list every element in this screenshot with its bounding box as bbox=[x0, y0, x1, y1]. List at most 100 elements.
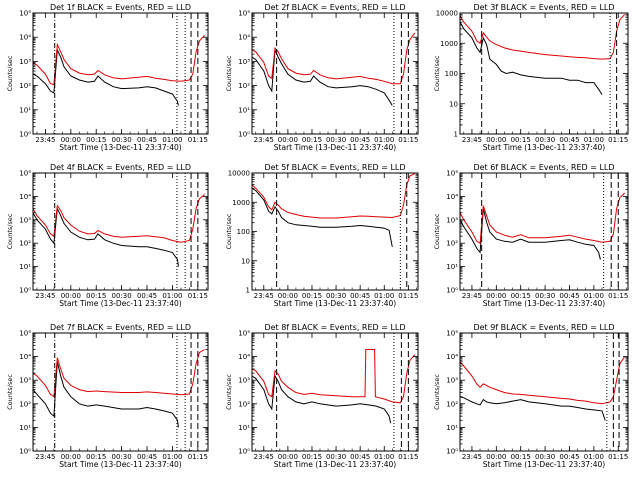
y-tick-label: 10³ bbox=[19, 216, 31, 224]
x-axis-label: Start Time (13-Dec-11 23:37:40) bbox=[274, 299, 396, 308]
y-tick-label: 10² bbox=[238, 82, 250, 90]
y-tick-label: 10¹ bbox=[19, 106, 31, 114]
y-tick-label: 10¹ bbox=[238, 106, 250, 114]
x-tick-label: 00:00 bbox=[278, 292, 298, 300]
y-axis-label: Counts/sec bbox=[433, 213, 441, 249]
x-axis-label: Start Time (13-Dec-11 23:37:40) bbox=[483, 460, 605, 469]
y-tick-label: 10² bbox=[446, 400, 458, 408]
x-tick-label: 01:00 bbox=[374, 453, 394, 461]
x-tick-label: 23:45 bbox=[35, 136, 55, 144]
y-axis-label: Counts/sec bbox=[6, 374, 14, 410]
x-axis-label: Start Time (13-Dec-11 23:37:40) bbox=[274, 143, 396, 152]
chart-title: Det 7f BLACK = Events, RED = LLD bbox=[50, 323, 191, 332]
plot-frame bbox=[459, 332, 629, 452]
x-axis-label: Start Time (13-Dec-11 23:37:40) bbox=[274, 460, 396, 469]
x-tick-label: 01:00 bbox=[584, 136, 604, 144]
chart-panel: 10⁰ 10¹ 10² 10³ 10⁴ 10⁵ 23:45 00:00 00:15 00:30 00… bbox=[433, 323, 629, 469]
y-tick-label: 10⁰ bbox=[238, 131, 250, 139]
plot-frame bbox=[251, 332, 419, 452]
x-tick-label: 00:45 bbox=[137, 453, 157, 461]
x-tick-label: 00:30 bbox=[326, 136, 346, 144]
x-axis-label: Start Time (13-Dec-11 23:37:40) bbox=[483, 299, 605, 308]
y-tick-label: 10⁵ bbox=[19, 330, 31, 338]
y-tick-label: 10⁵ bbox=[446, 170, 458, 178]
x-tick-label: 01:00 bbox=[584, 292, 604, 300]
x-tick-label: 00:45 bbox=[559, 136, 579, 144]
x-tick-label: 00:30 bbox=[535, 136, 555, 144]
x-tick-label: 00:45 bbox=[559, 292, 579, 300]
x-tick-label: 00:45 bbox=[350, 453, 370, 461]
x-tick-label: 00:00 bbox=[278, 136, 298, 144]
lld-series-line bbox=[460, 14, 626, 60]
y-axis-label: Counts/sec bbox=[225, 55, 233, 91]
x-tick-label: 00:00 bbox=[486, 453, 506, 461]
y-tick-label: 10⁰ bbox=[446, 448, 458, 456]
x-tick-label: 00:45 bbox=[559, 453, 579, 461]
y-tick-label: 10³ bbox=[19, 58, 31, 66]
x-tick-label: 00:15 bbox=[511, 136, 531, 144]
y-tick-label: 100 bbox=[445, 70, 458, 78]
events-series-line bbox=[460, 21, 603, 95]
x-tick-label: 00:45 bbox=[350, 292, 370, 300]
y-tick-label: 10² bbox=[238, 400, 250, 408]
events-series-line bbox=[252, 374, 392, 424]
x-tick-label: 23:45 bbox=[254, 292, 274, 300]
y-tick-label: 10⁵ bbox=[238, 10, 250, 18]
x-axis-label: Start Time (13-Dec-11 23:37:40) bbox=[59, 460, 181, 469]
x-tick-label: 01:15 bbox=[188, 292, 208, 300]
chart-title: Det 5f BLACK = Events, RED = LLD bbox=[264, 163, 405, 172]
y-tick-label: 10¹ bbox=[238, 424, 250, 432]
y-tick-label: 10¹ bbox=[19, 263, 31, 271]
x-tick-label: 01:15 bbox=[608, 136, 628, 144]
x-tick-label: 00:00 bbox=[61, 292, 81, 300]
y-axis-label: Counts/sec bbox=[225, 213, 233, 249]
x-tick-label: 23:45 bbox=[254, 453, 274, 461]
y-axis-label: Counts/sec bbox=[433, 55, 441, 91]
y-tick-label: 10³ bbox=[446, 377, 458, 385]
y-tick-label: 10⁴ bbox=[19, 193, 31, 201]
chart-title: Det 8f BLACK = Events, RED = LLD bbox=[264, 323, 405, 332]
y-tick-label: 10³ bbox=[19, 377, 31, 385]
plot-frame bbox=[32, 12, 209, 135]
y-tick-label: 10⁵ bbox=[446, 330, 458, 338]
x-tick-label: 01:15 bbox=[398, 136, 418, 144]
lld-series-line bbox=[33, 194, 205, 243]
y-tick-label: 10¹ bbox=[446, 263, 458, 271]
x-tick-label: 00:30 bbox=[326, 453, 346, 461]
x-tick-label: 00:00 bbox=[61, 453, 81, 461]
x-tick-label: 00:15 bbox=[302, 136, 322, 144]
y-tick-label: 1000 bbox=[440, 40, 458, 48]
x-tick-label: 01:15 bbox=[188, 136, 208, 144]
chart-title: Det 4f BLACK = Events, RED = LLD bbox=[50, 163, 191, 172]
x-tick-label: 23:45 bbox=[35, 292, 55, 300]
y-tick-label: 100 bbox=[237, 228, 250, 236]
y-tick-label: 10⁵ bbox=[19, 10, 31, 18]
x-tick-label: 00:15 bbox=[302, 292, 322, 300]
y-tick-label: 10⁵ bbox=[19, 170, 31, 178]
chart-panel: 10⁰ 10¹ 10² 10³ 10⁴ 10⁵ 23:45 00:00 00:15 00:30 00… bbox=[225, 3, 419, 152]
events-series-line bbox=[33, 361, 179, 428]
x-tick-label: 23:45 bbox=[254, 136, 274, 144]
events-series-line bbox=[252, 49, 393, 106]
chart-panel: 10⁰ 10¹ 10² 10³ 10⁴ 10⁵ 23:45 00:00 00:15 00:30 00… bbox=[433, 163, 629, 308]
x-tick-label: 01:15 bbox=[398, 453, 418, 461]
x-tick-label: 01:15 bbox=[398, 292, 418, 300]
x-tick-label: 00:30 bbox=[535, 453, 555, 461]
chart-panel: 10⁰ 10¹ 10² 10³ 10⁴ 10⁵ 23:45 00:00 00:15 00:30 00… bbox=[6, 323, 209, 469]
x-tick-label: 00:15 bbox=[511, 453, 531, 461]
y-tick-label: 10 bbox=[449, 100, 458, 108]
x-tick-label: 01:00 bbox=[584, 453, 604, 461]
y-tick-label: 10² bbox=[19, 240, 31, 248]
x-tick-label: 00:30 bbox=[112, 453, 132, 461]
x-tick-label: 23:45 bbox=[462, 136, 482, 144]
y-tick-label: 10⁴ bbox=[446, 193, 458, 201]
y-tick-label: 10⁴ bbox=[446, 353, 458, 361]
lld-series-line bbox=[33, 34, 205, 86]
x-tick-label: 00:15 bbox=[86, 136, 106, 144]
x-tick-label: 00:30 bbox=[326, 292, 346, 300]
y-tick-label: 10⁴ bbox=[238, 353, 250, 361]
chart-title: Det 9f BLACK = Events, RED = LLD bbox=[473, 323, 614, 332]
y-tick-label: 1 bbox=[454, 131, 458, 139]
x-tick-label: 01:15 bbox=[188, 453, 208, 461]
